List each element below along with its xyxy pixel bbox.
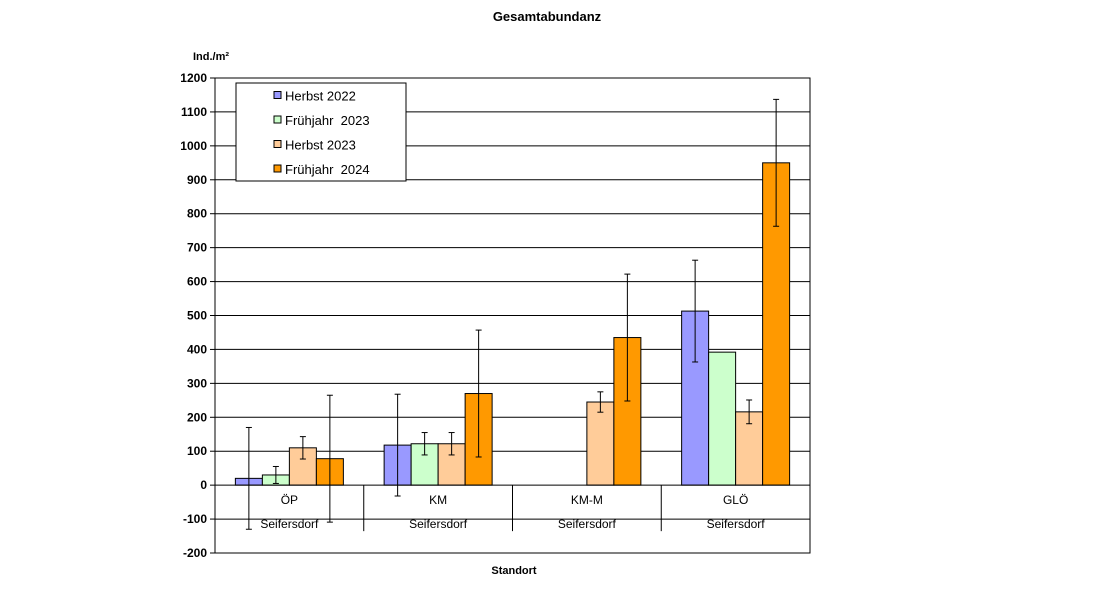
y-tick-label: 800 (187, 207, 207, 221)
legend-label: Frühjahr 2024 (285, 162, 370, 177)
y-tick-label: 900 (187, 173, 207, 187)
legend-swatch (273, 164, 282, 173)
y-tick-label: -100 (183, 512, 207, 526)
legend-box (235, 82, 407, 182)
y-tick-label: 1100 (181, 105, 207, 119)
category-label: ÖP (281, 493, 298, 507)
legend-label: Herbst 2023 (285, 138, 356, 153)
group-label: Seifersdorf (409, 517, 468, 531)
y-tick-label: 500 (187, 309, 207, 323)
group-label: Seifersdorf (707, 517, 766, 531)
y-tick-label: 700 (187, 241, 207, 255)
y-tick-label: 1200 (180, 71, 207, 85)
y-axis-ticks: -200 -100 0 100 200 300 400 500 600 700 800 900 1000… (180, 71, 215, 560)
category-label: KM-M (571, 493, 603, 507)
y-tick-label: 600 (187, 275, 207, 289)
y-tick-label: 100 (187, 444, 207, 458)
legend: Herbst 2022 Frühjahr 2023 Herbst 2023 Frühj… (235, 82, 407, 182)
group-label: Seifersdorf (260, 517, 319, 531)
x-axis-label: Standort (491, 565, 537, 577)
bars (234, 162, 791, 486)
plot-frame (214, 77, 811, 554)
y-tick-label: 0 (200, 478, 207, 492)
legend-swatch (273, 140, 282, 148)
category-label: GLÖ (723, 493, 748, 507)
legend-swatch (273, 115, 282, 124)
y-tick-label: 200 (187, 410, 207, 424)
y-tick-label: 1000 (180, 139, 207, 153)
y-tick-label: 300 (187, 376, 207, 390)
y-axis-unit-label: Ind./m² (193, 51, 229, 63)
y-tick-label: 400 (187, 342, 207, 356)
error-bars (245, 98, 780, 530)
chart-title: Gesamtabundanz (493, 9, 602, 24)
group-label: Seifersdorf (558, 517, 617, 531)
bar (586, 401, 615, 486)
y-tick-label: -200 (183, 546, 207, 560)
legend-label: Herbst 2022 (285, 89, 356, 104)
legend-swatch (273, 91, 282, 99)
legend-label: Frühjahr 2023 (285, 113, 370, 128)
category-labels: ÖP Seifersdorf KM Seifersdorf KM-M Seifersdor… (260, 485, 766, 532)
category-label: KM (429, 493, 447, 507)
bar (708, 351, 737, 486)
